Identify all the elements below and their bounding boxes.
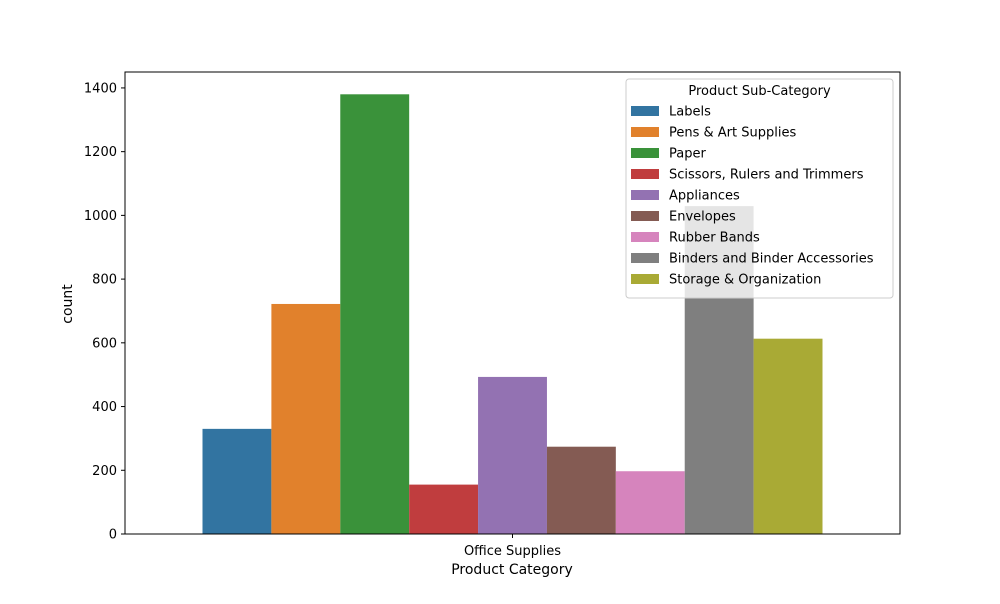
bar-envelopes (546, 446, 616, 534)
y-tick-label: 200 (92, 464, 117, 479)
legend-swatch (631, 190, 659, 200)
legend-label: Appliances (669, 189, 740, 204)
y-tick-label: 400 (92, 400, 117, 415)
legend-title: Product Sub-Category (688, 84, 831, 99)
y-tick-label: 1000 (84, 209, 117, 224)
legend-swatch (631, 211, 659, 221)
y-tick-label: 1400 (84, 81, 117, 96)
y-tick-label: 800 (92, 273, 117, 288)
bar-labels (202, 428, 272, 534)
legend-swatch (631, 127, 659, 137)
legend-label: Scissors, Rulers and Trimmers (669, 168, 864, 183)
legend-swatch (631, 232, 659, 242)
bar-pens-art-supplies (271, 303, 341, 534)
bar-appliances (478, 376, 547, 534)
legend-swatch (631, 148, 659, 158)
bar-storage-organization (753, 338, 823, 534)
bar-scissors-rulers-and-trimmers (409, 484, 479, 534)
x-axis-label: Product Category (451, 562, 573, 578)
axes-layer: 0 200 400 600 800 1000 1200 1400 Office Supplies (84, 71, 901, 559)
bar-paper (340, 94, 410, 535)
legend-label: Paper (669, 147, 706, 162)
legend-swatch (631, 169, 659, 179)
legend-box (625, 78, 894, 299)
legend-swatch (631, 106, 659, 116)
legend-swatch (631, 253, 659, 263)
legend-label: Rubber Bands (669, 231, 760, 246)
bar-rubber-bands (615, 471, 685, 534)
x-tick-label: Office Supplies (464, 544, 561, 559)
legend-label: Labels (669, 105, 711, 120)
y-tick-label: 600 (92, 336, 117, 351)
y-axis-label: count (60, 284, 76, 324)
legend: Product Sub-Category Labels Pens & Art Sup… (625, 78, 894, 299)
legend-swatch (631, 274, 659, 284)
y-tick-label: 1200 (84, 145, 117, 160)
y-tick-label: 0 (109, 528, 117, 543)
legend-label: Storage & Organization (669, 273, 821, 288)
legend-label: Binders and Binder Accessories (669, 252, 874, 267)
legend-label: Pens & Art Supplies (669, 126, 796, 141)
legend-label: Envelopes (669, 210, 736, 225)
